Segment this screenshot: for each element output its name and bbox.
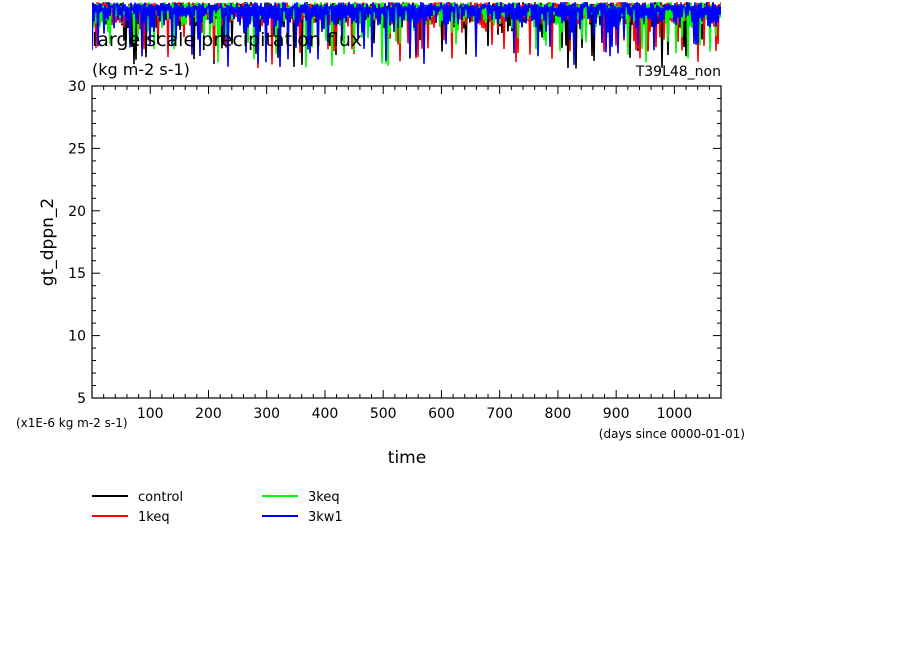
y-tick-label: 15 bbox=[68, 266, 86, 282]
x-tick-label: 300 bbox=[253, 406, 280, 422]
series-layer bbox=[92, 2, 721, 69]
x-tick-label: 1000 bbox=[657, 406, 693, 422]
ticks-layer: 5 10 15 20 25 30 100 200 300 400 500 600 700 800 900 10… bbox=[68, 79, 721, 422]
legend-label-control: control bbox=[138, 490, 183, 505]
x-tick-label: 900 bbox=[603, 406, 630, 422]
plot-frame bbox=[91, 85, 722, 399]
run-label: T39L48_non bbox=[635, 64, 721, 80]
x-tick-label: 800 bbox=[545, 406, 572, 422]
y-unit-note: (x1E-6 kg m-2 s-1) bbox=[16, 416, 128, 430]
y-tick-label: 25 bbox=[68, 141, 86, 157]
series-line-3kw1 bbox=[92, 2, 721, 67]
legend: control 1keq 3keq 3kw1 bbox=[92, 490, 343, 525]
y-tick-label: 5 bbox=[77, 391, 86, 407]
legend-label-3keq: 3keq bbox=[308, 490, 340, 505]
y-axis-label: gt_dppn_2 bbox=[38, 198, 58, 286]
x-tick-label: 700 bbox=[486, 406, 513, 422]
chart-title: large scale precipitation flux bbox=[92, 29, 362, 51]
y-tick-label: 30 bbox=[68, 79, 86, 95]
legend-label-1keq: 1keq bbox=[138, 510, 170, 525]
legend-label-3kw1: 3kw1 bbox=[308, 510, 343, 525]
x-axis-label: time bbox=[388, 448, 426, 468]
x-tick-label: 500 bbox=[370, 406, 397, 422]
chart-units: (kg m-2 s-1) bbox=[92, 60, 190, 79]
x-unit-note: (days since 0000-01-01) bbox=[599, 427, 745, 441]
y-tick-label: 20 bbox=[68, 204, 86, 220]
x-tick-label: 400 bbox=[312, 406, 339, 422]
x-tick-label: 100 bbox=[137, 406, 164, 422]
x-tick-label: 600 bbox=[428, 406, 455, 422]
y-tick-label: 10 bbox=[68, 329, 86, 345]
x-tick-label: 200 bbox=[195, 406, 222, 422]
